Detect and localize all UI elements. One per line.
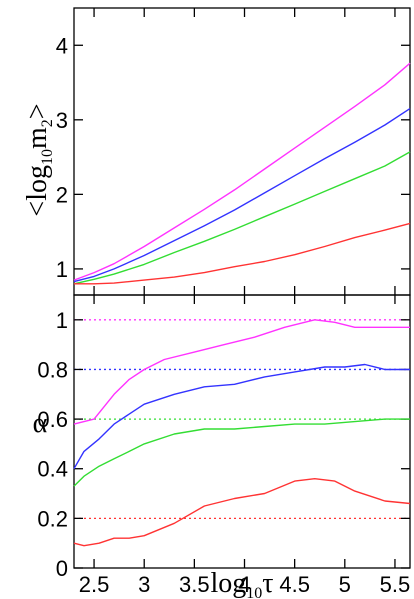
series-line xyxy=(73,151,411,285)
x-tick-label: 4.5 xyxy=(279,572,310,597)
y-tick-label: 1 xyxy=(56,308,68,333)
series-line xyxy=(73,478,411,547)
y-tick-label: 0 xyxy=(56,556,68,581)
x-tick-label: 3.5 xyxy=(179,572,210,597)
x-tick-label: 4 xyxy=(238,572,250,597)
top-panel-series xyxy=(73,62,411,285)
bottom-y-axis-label: α xyxy=(33,408,48,439)
series-line xyxy=(73,363,410,470)
series-line xyxy=(73,62,411,281)
x-axis-label: log10τ xyxy=(210,568,273,599)
top-panel: 1 2 3 4 <log10m2> xyxy=(22,7,411,296)
x-tick-label: 5.5 xyxy=(380,572,411,597)
bottom-panel-frame xyxy=(73,294,411,569)
bottom-panel: 0 0.2 0.4 0.6 0.8 1 2.5 3 3.5 4 4.5 5 5.5 α log10τ xyxy=(33,294,411,599)
series-line xyxy=(73,418,410,487)
y-tick-label: 4 xyxy=(56,33,68,58)
bottom-panel-ticks: 0 0.2 0.4 0.6 0.8 1 2.5 3 3.5 4 4.5 5 5.5 xyxy=(37,295,410,597)
y-tick-label: 1 xyxy=(56,257,68,282)
series-line xyxy=(74,222,411,285)
series-line xyxy=(73,108,411,283)
y-tick-label: 0.6 xyxy=(37,407,68,432)
x-tick-label: 2.5 xyxy=(79,572,110,597)
x-tick-label: 3 xyxy=(138,572,150,597)
bottom-panel-reference-lines xyxy=(74,319,410,520)
top-panel-ticks: 1 2 3 4 xyxy=(56,8,410,295)
top-y-axis-label: <log10m2> xyxy=(22,103,56,216)
y-tick-label: 0.4 xyxy=(37,457,68,482)
series-line xyxy=(73,319,410,425)
y-tick-label: 3 xyxy=(56,108,68,133)
top-panel-frame xyxy=(73,7,411,296)
y-tick-label: 2 xyxy=(56,182,68,207)
bottom-panel-series xyxy=(73,319,411,547)
x-tick-label: 5 xyxy=(339,572,351,597)
y-tick-label: 0.2 xyxy=(37,506,68,531)
y-tick-label: 0.8 xyxy=(37,357,68,382)
